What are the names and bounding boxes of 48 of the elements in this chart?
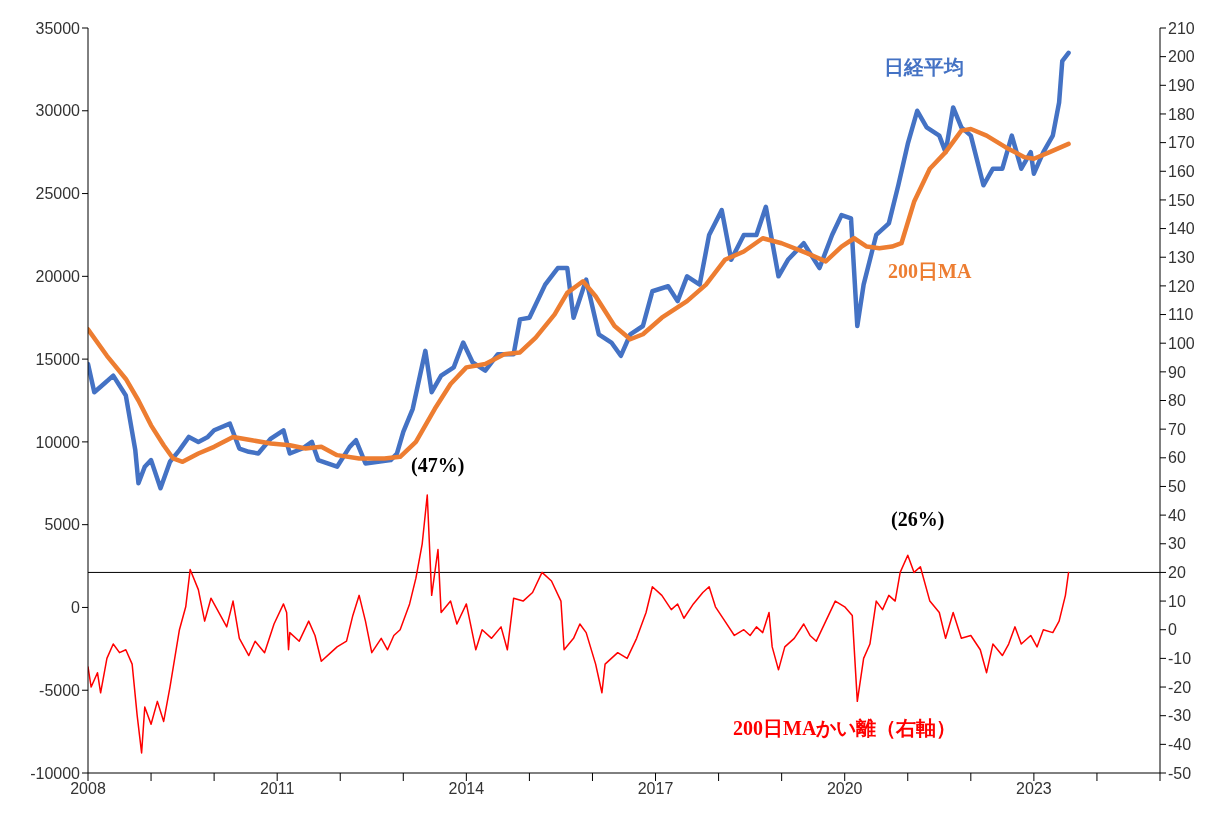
y2-tick-label: 120	[1168, 277, 1195, 295]
y-tick-label: 5000	[44, 516, 81, 534]
series-label: 200日MA	[888, 259, 972, 284]
y2-tick-label: 170	[1168, 134, 1195, 152]
y2-tick-label: 190	[1168, 76, 1195, 94]
y2-tick-label: 20	[1168, 564, 1186, 582]
y-tick-label: 15000	[35, 350, 81, 368]
y-tick-label: 20000	[35, 268, 81, 286]
y2-tick-label: 90	[1168, 363, 1186, 381]
y2-tick-label: 80	[1168, 392, 1186, 410]
y2-tick-label: 30	[1168, 535, 1186, 553]
y-tick-label: 25000	[35, 185, 81, 203]
y2-tick-label: 180	[1168, 105, 1195, 123]
annotation: (26%)	[891, 508, 945, 531]
series-label: 日経平均	[884, 55, 964, 80]
y2-tick-label: -20	[1168, 678, 1192, 696]
y2-tick-label: 60	[1168, 449, 1186, 467]
y-tick-label: 35000	[35, 19, 81, 37]
x-tick-label: 2014	[448, 780, 485, 798]
y-tick-label: 30000	[35, 102, 81, 120]
y2-tick-label: 210	[1168, 19, 1195, 37]
y-tick-label: -5000	[39, 681, 81, 699]
y2-tick-label: 10	[1168, 592, 1186, 610]
y2-tick-label: 130	[1168, 248, 1195, 266]
y-tick-label: 0	[71, 599, 81, 617]
x-tick-label: 2023	[1016, 780, 1052, 798]
x-tick-label: 2011	[259, 780, 295, 798]
y2-tick-label: -30	[1168, 707, 1192, 725]
series-label: 200日MAかい離（右軸）	[733, 716, 957, 741]
y-tick-label: 10000	[35, 433, 81, 451]
y2-tick-label: -40	[1168, 736, 1192, 754]
y2-tick-label: -10	[1168, 650, 1192, 668]
x-tick-label: 2017	[637, 780, 674, 798]
y2-tick-label: 0	[1168, 621, 1177, 639]
y2-tick-label: 150	[1168, 191, 1195, 209]
y2-tick-label: 100	[1168, 334, 1195, 352]
x-tick-label: 2020	[826, 780, 863, 798]
y2-tick-label: 140	[1168, 220, 1195, 238]
y2-tick-label: -50	[1168, 764, 1192, 782]
y-tick-label: -10000	[30, 764, 81, 782]
x-tick-label: 2008	[70, 780, 106, 798]
y2-tick-label: 110	[1168, 306, 1194, 324]
y2-tick-label: 160	[1168, 162, 1195, 180]
y2-tick-label: 50	[1168, 478, 1186, 496]
y2-tick-label: 200	[1168, 48, 1195, 66]
annotation: (47%)	[411, 454, 465, 477]
y2-tick-label: 40	[1168, 506, 1186, 524]
y2-tick-label: 70	[1168, 420, 1186, 438]
